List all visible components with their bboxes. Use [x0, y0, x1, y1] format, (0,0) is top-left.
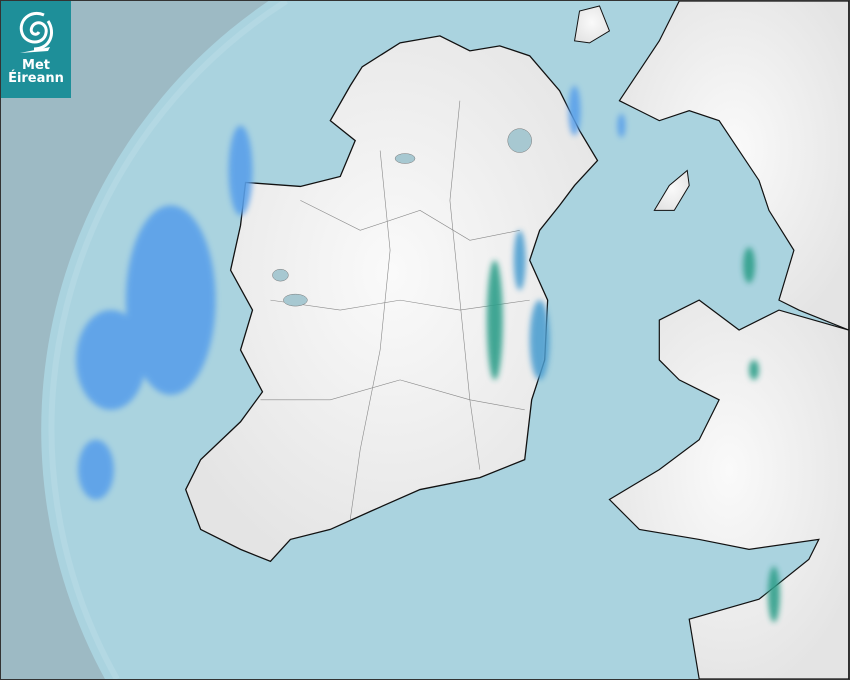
swirl-icon [19, 12, 53, 53]
met-eireann-logo[interactable]: Met Éireann [1, 1, 71, 98]
radar-coverage-edge [48, 1, 289, 679]
great-britain-north [618, 1, 849, 331]
rain-cell [228, 125, 253, 216]
logo-text-met: Met [22, 58, 50, 73]
rain-cell [743, 247, 756, 284]
rain-cell [749, 359, 760, 380]
wales-england [608, 299, 849, 679]
arran [573, 5, 611, 44]
rain-cell [513, 230, 526, 291]
rain-cell [125, 205, 216, 395]
ireland [184, 35, 599, 563]
rain-cell [486, 260, 503, 380]
rain-cell [617, 113, 626, 138]
rain-cell [529, 300, 550, 380]
rain-cell [76, 310, 146, 410]
logo-text-eireann: Éireann [8, 71, 64, 86]
isle-of-man [653, 169, 690, 211]
rain-cell [767, 566, 780, 623]
rain-echoes [76, 85, 780, 623]
county-borders [260, 100, 530, 520]
lakes [272, 128, 532, 307]
rain-cell [78, 439, 114, 500]
rain-cell [568, 85, 581, 136]
